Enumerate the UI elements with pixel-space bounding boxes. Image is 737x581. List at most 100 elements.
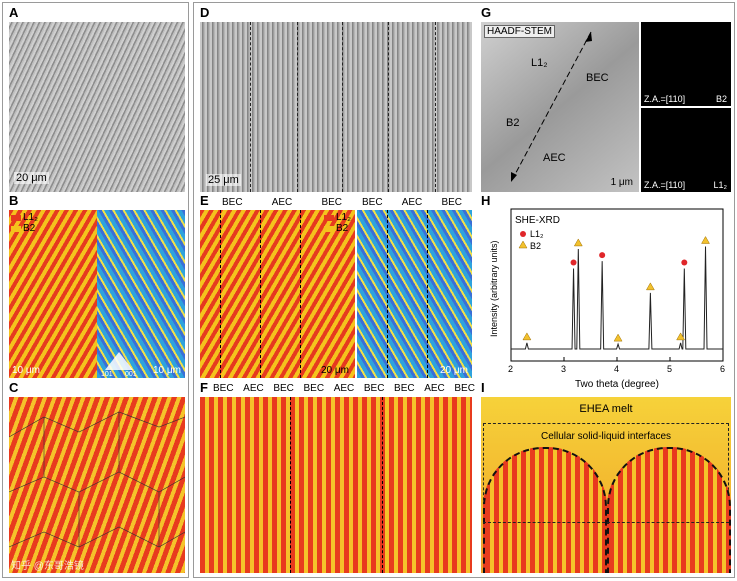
- panel-b-label: B: [9, 193, 19, 208]
- e-legend-l12: L1₂: [335, 212, 351, 223]
- legend-b2-text: B2: [530, 241, 541, 251]
- d-boundary-2: [297, 22, 298, 192]
- panel-i-melt-label: EHEA melt: [579, 403, 633, 415]
- f-region-6: BEC: [363, 383, 385, 394]
- peak-marker-3: [599, 252, 606, 259]
- d-boundary-1: [250, 22, 251, 192]
- panel-e-phase-map: L1₂ B2 20 μm: [200, 210, 355, 378]
- e-region-6: BEC: [441, 197, 462, 208]
- panel-f-label: F: [200, 380, 208, 395]
- f-region-8: AEC: [424, 383, 445, 394]
- panel-e-label: E: [200, 193, 209, 208]
- legend-l12-marker: [520, 231, 526, 237]
- g-phase-l12: L1₂: [531, 57, 548, 69]
- g-phase-b2: B2: [506, 117, 520, 129]
- e-region-5: AEC: [401, 197, 423, 208]
- panel-e-scale-left: 20 μm: [321, 365, 349, 376]
- panel-g-title: HAADF-STEM: [484, 25, 555, 38]
- panel-g-diffraction-b2: Z.A.=[110] B2: [641, 22, 731, 106]
- panel-e-scale-right: 20 μm: [440, 365, 468, 376]
- ipf-001: 001: [125, 371, 137, 378]
- e-boundary-5: [427, 210, 428, 378]
- f-region-4: BEC: [303, 383, 325, 394]
- e-boundary-2: [260, 210, 261, 378]
- legend-l12: L1₂: [23, 212, 39, 223]
- g-phase-bec: BEC: [586, 72, 609, 84]
- e-boundary-3: [300, 210, 301, 378]
- panel-g-label: G: [481, 5, 492, 20]
- chart-xlabel: Two theta (degree): [575, 379, 659, 390]
- panel-i-cell-right: [607, 447, 731, 573]
- x-tick-label-0: 2: [508, 364, 513, 374]
- panel-g-stem-image: HAADF-STEM L1₂ BEC B2 AEC 1 μm: [481, 22, 639, 192]
- peak-marker-8: [701, 236, 710, 244]
- legend-b2-marker: [518, 240, 528, 249]
- peak-marker-2: [573, 238, 583, 247]
- x-tick-label-4: 6: [720, 364, 725, 374]
- panel-i-schematic: EHEA melt Cellular solid-liquid interfac…: [481, 397, 731, 573]
- e-region-4: BEC: [362, 197, 383, 208]
- panel-c-schematic: 知乎 @东哥浩镜: [9, 397, 185, 573]
- f-region-9: BEC: [454, 383, 475, 394]
- chart-title: SHE-XRD: [515, 215, 560, 226]
- g-za-top: Z.A.=[110]: [644, 94, 686, 104]
- panel-b-ipf-map: 101 001 10 μm: [97, 210, 185, 378]
- panel-f-schematic: [200, 397, 472, 573]
- panel-c-grain-boundaries: [9, 411, 185, 548]
- peak-marker-0: [522, 332, 532, 341]
- f-region-1: BEC: [213, 383, 234, 394]
- f-boundary-2: [382, 397, 383, 573]
- peak-marker-7: [681, 259, 688, 266]
- b2-swatch: [11, 225, 21, 232]
- g-phase-top: B2: [715, 94, 727, 104]
- e-boundary-4: [387, 210, 388, 378]
- g-scale: 1 μm: [610, 177, 633, 188]
- panel-g-diffraction-l12: Z.A.=[110] L1₂: [641, 108, 731, 192]
- panel-i-interface-label: Cellular solid-liquid interfaces: [540, 431, 672, 442]
- panel-e-ipf-map: 20 μm: [357, 210, 472, 378]
- panel-a-sem-image: 20 μm: [9, 22, 185, 192]
- panel-g-arrow: [510, 31, 592, 183]
- g-za-bottom: Z.A.=[110]: [644, 180, 686, 190]
- panel-b-legend: L1₂ B2: [11, 212, 38, 234]
- f-region-2: AEC: [243, 383, 264, 394]
- g-phase-bottom: L1₂: [713, 180, 727, 190]
- peak-marker-5: [645, 282, 655, 291]
- f-region-7: BEC: [394, 383, 415, 394]
- peak-marker-6: [676, 332, 686, 341]
- e-region-2: AEC: [271, 197, 293, 208]
- x-tick-label-3: 5: [667, 364, 672, 374]
- panel-i-growth-line: [483, 522, 729, 523]
- legend-l12-text: L1₂: [530, 229, 544, 239]
- f-boundary-1: [290, 397, 291, 573]
- d-boundary-3: [342, 22, 343, 192]
- d-boundary-4: [388, 22, 389, 192]
- panel-e-legend: L1₂ B2: [323, 212, 351, 234]
- panel-i-cell-left: [483, 447, 607, 573]
- f-region-5: AEC: [333, 383, 355, 394]
- panel-b-scale-right: 10 μm: [153, 365, 181, 376]
- panel-f-region-labels: BEC AEC BEC BEC AEC BEC BEC AEC BEC: [213, 383, 475, 394]
- panel-e-region-labels-right: BEC AEC BEC: [362, 197, 462, 208]
- panel-h-xrd-chart: SHE-XRD Intensity (arbitrary units) Two …: [489, 208, 725, 390]
- panel-a-scalebar: 20 μm: [14, 172, 49, 184]
- left-column-frame: [2, 2, 189, 578]
- xrd-trace-line: [511, 246, 723, 350]
- panel-h-label: H: [481, 193, 491, 208]
- panel-b-scale-left: 10 μm: [12, 365, 40, 376]
- ipf-101: 101: [101, 371, 113, 378]
- x-tick-label-2: 4: [614, 364, 619, 374]
- e-l12-swatch: [323, 214, 334, 221]
- panel-b-phase-map: L1₂ B2 10 μm: [9, 210, 97, 378]
- panel-d-sem-image: 25 μm: [200, 22, 472, 192]
- e-region-1: BEC: [222, 197, 243, 208]
- panel-a-label: A: [9, 5, 19, 20]
- watermark: 知乎 @东哥浩镜: [11, 561, 84, 572]
- panel-i-label: I: [481, 380, 485, 395]
- l12-swatch: [11, 214, 21, 221]
- panel-d-scalebar: 25 μm: [206, 174, 241, 186]
- x-tick-label-1: 3: [561, 364, 566, 374]
- peak-marker-4: [613, 333, 623, 342]
- panel-d-label: D: [200, 5, 210, 20]
- e-legend-b2: B2: [335, 223, 349, 234]
